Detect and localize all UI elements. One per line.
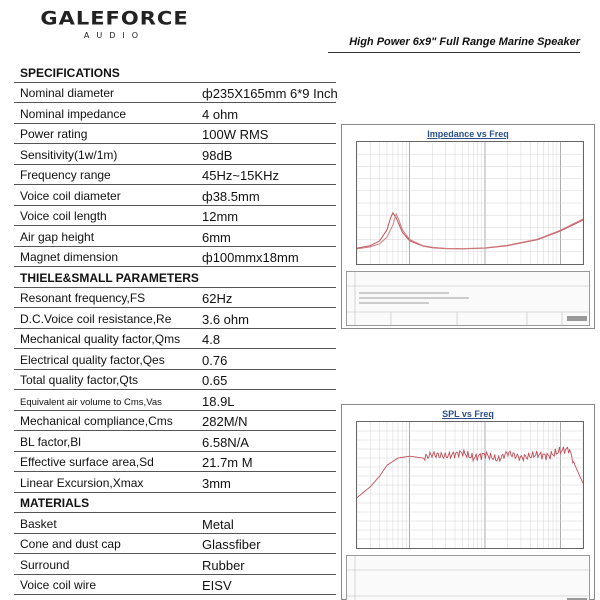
spec-value: Rubber [202,557,245,573]
spec-row: Voice coil wire EISV [14,575,336,595]
spec-label: Power rating [20,127,88,141]
spec-row: Mechanical compliance,Cms 282M/N [14,411,336,431]
subtitle-underline [328,52,580,53]
spec-value: 12mm [202,209,239,224]
spec-label: Cone and dust cap [20,537,121,551]
spec-label: D.C.Voice coil resistance,Re [20,311,172,326]
spec-row: BL factor,Bl 6.58N/A [14,431,336,452]
spec-value: 21.7m M [202,455,253,470]
spec-row: Electrical quality factor,Qes 0.76 [14,349,336,370]
spec-value: ф38.5mm [202,188,260,204]
spec-label: Electrical quality factor,Qes [20,352,165,367]
spec-value: 18.9L [202,393,235,409]
spec-row: Basket Metal [14,513,336,534]
spec-row: Total quality factor,Qts 0.65 [14,370,336,390]
spec-label: Nominal impedance [20,106,127,121]
spec-label: Sensitivity(1w/1m) [20,147,118,162]
spec-value: 6mm [202,229,231,245]
spec-label: Voice coil diameter [20,188,121,203]
spec-label: Equivalent air volume to Cms,Vas [20,396,162,408]
spec-label: Frequency range [20,168,111,182]
spec-value: 100W RMS [202,127,269,142]
series-line [357,211,583,250]
impedance-chart [357,142,583,264]
spec-value: Kapton [202,599,243,600]
spec-value: Metal [202,516,234,532]
spec-value: 4.8 [202,332,221,347]
spec-row: Voice coil length 12mm [14,206,336,226]
spec-label: Magnet dimension [20,250,119,264]
spec-label: Nominal diameter [20,86,115,100]
brand-logo: GALEFORCE AUDIO [12,4,217,46]
impedance-graph-footer [346,271,591,326]
spec-row: Linear Excursion,Xmax 3mm [14,472,336,493]
spec-row: Mechanical quality factor,Qms 4.8 [14,329,336,349]
spl-graph-panel: SPL vs Freq [341,404,595,600]
spec-label: Air gap height [20,229,95,244]
spec-value: 282M/N [202,414,248,429]
product-subtitle: High Power 6x9" Full Range Marine Speake… [349,36,580,48]
spec-value: EISV [202,578,232,593]
spec-value: 0.76 [202,352,228,368]
spec-value: 4 ohm [202,106,239,122]
spl-graph-title: SPL vs Freq [442,409,494,419]
spec-label: Mechanical quality factor,Qms [20,332,181,346]
impedance-plot-area [356,141,584,265]
spec-row: Power rating 100W RMS [14,124,336,144]
section-title: SPECIFICATIONS [20,65,120,80]
series-line [357,212,583,250]
section-header: THIELE&SMALL PARAMETERS [14,267,336,288]
spl-plot-area [356,421,584,549]
spec-label: Total quality factor,Qts [20,373,139,387]
spec-label: BL factor,Bl [20,434,81,449]
spec-label: Voice coil length [20,209,107,223]
spec-label: Voice coil bobbin [20,599,110,600]
spec-label: Basket [20,516,57,531]
impedance-footer-lines [347,272,591,325]
spec-row: Voice coil diameter ф38.5mm [14,185,336,206]
spec-row: Magnet dimension ф100mmx18mm [14,247,336,267]
series-line [357,446,583,498]
spec-value: 62Hz [202,291,233,306]
spec-value: 45Hz~15KHz [202,168,279,183]
spec-row: Frequency range 45Hz~15KHz [14,165,336,185]
spec-row: Nominal impedance 4 ohm [14,103,336,124]
section-title: THIELE&SMALL PARAMETERS [20,270,199,285]
section-header: MATERIALS [14,493,336,513]
spl-chart [357,422,583,548]
spec-value: 98dB [202,147,233,163]
spec-row: Voice coil bobbin Kapton [14,595,336,600]
spec-row: Nominal diameter ф235X165mm 6*9 Inch [14,83,338,103]
spec-value: 6.58N/A [202,434,249,450]
section-header: SPECIFICATIONS [14,62,336,83]
impedance-graph-title: Impedance vs Freq [427,129,509,139]
spl-footer-lines [347,556,591,600]
spec-label: Effective surface area,Sd [20,455,154,469]
spec-value: Glassfiber [202,537,261,552]
spec-label: Mechanical compliance,Cms [20,414,173,428]
spec-row: Equivalent air volume to Cms,Vas 18.9L [14,390,336,411]
spec-value: 3mm [202,475,231,491]
spec-row: Effective surface area,Sd 21.7m M [14,452,336,472]
spec-value: 3.6 ohm [202,311,249,327]
brand-name: GALEFORCE [40,7,189,29]
spec-row: Resonant frequency,FS 62Hz [14,288,336,308]
section-title: MATERIALS [20,496,90,510]
impedance-graph-panel: Impedance vs Freq [341,124,595,329]
spec-label: Voice coil wire [20,578,97,592]
spec-value: ф235X165mm 6*9 Inch [202,86,338,101]
spec-row: Air gap height 6mm [14,226,336,247]
spec-value: 0.65 [202,373,228,388]
spec-label: Resonant frequency,FS [20,291,146,305]
brand-sub: AUDIO [83,31,146,40]
spec-row: Cone and dust cap Glassfiber [14,534,336,554]
spec-row: Sensitivity(1w/1m) 98dB [14,144,336,165]
spec-table: SPECIFICATIONS Nominal diameter ф235X165mm… [14,62,338,600]
spec-row: Surround Rubber [14,554,336,575]
spec-label: Linear Excursion,Xmax [20,475,144,490]
spec-value: ф100mmx18mm [202,250,299,265]
spec-label: Surround [20,557,70,572]
spec-row: D.C.Voice coil resistance,Re 3.6 ohm [14,308,336,329]
spl-graph-footer [346,555,591,600]
